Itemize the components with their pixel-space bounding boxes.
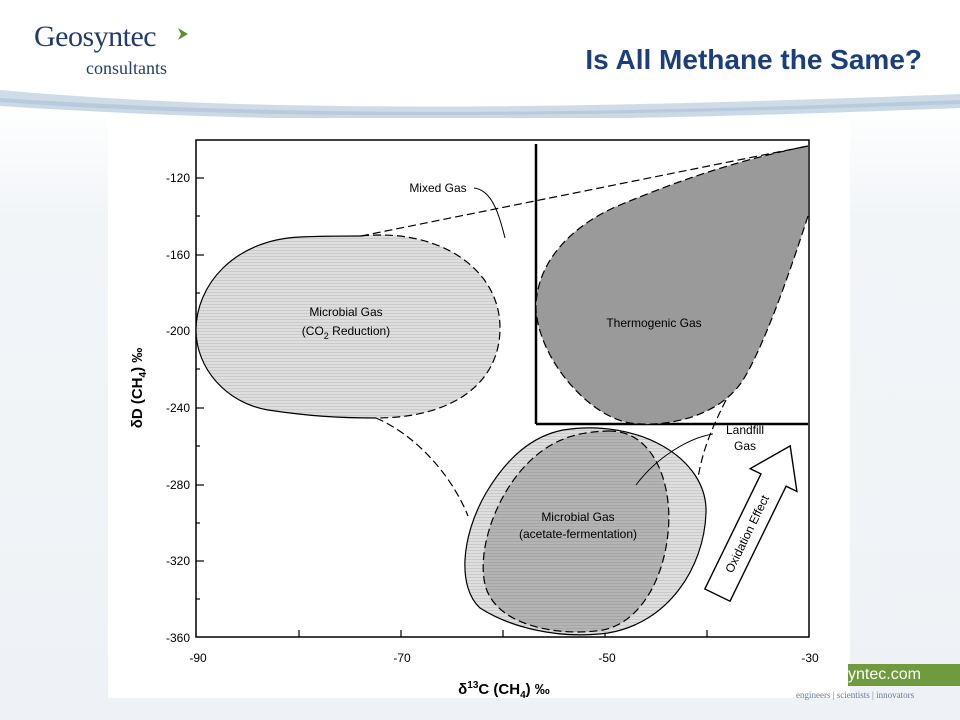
x-tick-label: -30 bbox=[801, 651, 819, 665]
thermogenic-gas-region bbox=[536, 146, 808, 425]
landfill-label-line2: Gas bbox=[734, 439, 756, 453]
mixed-gas-leader bbox=[473, 187, 506, 239]
thermogenic-gas-outline bbox=[535, 145, 809, 425]
microbial-co2-dashed-edge bbox=[360, 234, 501, 419]
y-tick-label: -120 bbox=[166, 171, 190, 185]
mixed-gas-upper-connector bbox=[360, 145, 809, 237]
footer-tagline: engineers | scientists | innovators bbox=[796, 690, 915, 700]
thermogenic-gas-label: Thermogenic Gas bbox=[606, 316, 701, 330]
logo-arrow-icon bbox=[178, 28, 188, 40]
y-tick-label: -160 bbox=[166, 248, 190, 262]
microbial-co2-label-line2: (CO2 Reduction) bbox=[302, 324, 390, 341]
y-tick-label: -320 bbox=[166, 554, 190, 568]
diagram-svg: -120 -160 -200 -240 -280 -320 -360 -90 -… bbox=[129, 139, 819, 701]
footer-url-text: yntec.com bbox=[848, 666, 921, 683]
mixed-gas-label: Mixed Gas bbox=[409, 181, 466, 195]
mixed-gas-lower-connector bbox=[375, 417, 469, 517]
y-tick-label: -240 bbox=[166, 401, 190, 415]
methane-isotope-diagram: -120 -160 -200 -240 -280 -320 -360 -90 -… bbox=[108, 118, 850, 701]
microbial-acetate-label-line1: Microbial Gas bbox=[541, 510, 614, 524]
y-tick-label: -280 bbox=[166, 478, 190, 492]
x-tick-label: -90 bbox=[189, 651, 207, 665]
company-logo: Geosyntec consultants bbox=[34, 20, 188, 78]
y-axis-ticks bbox=[196, 177, 204, 600]
y-tick-label: -200 bbox=[166, 324, 190, 338]
landfill-leader bbox=[635, 433, 714, 486]
logo-subtitle: consultants bbox=[86, 58, 167, 78]
footer-url: yntec.com bbox=[848, 664, 960, 686]
microbial-co2-label-line1: Microbial Gas bbox=[309, 305, 382, 319]
logo-name: Geosyntec bbox=[34, 20, 157, 53]
y-axis-title: δD (CH4) ‰ bbox=[129, 348, 149, 429]
microbial-co2-region bbox=[196, 234, 500, 418]
landfill-label-line1: Landfill bbox=[726, 423, 764, 437]
microbial-acetate-region bbox=[482, 430, 670, 633]
y-tick-label: -360 bbox=[166, 631, 190, 645]
x-tick-label: -70 bbox=[393, 651, 411, 665]
slide-title: Is All Methane the Same? bbox=[585, 44, 922, 75]
x-axis-title: δ13C (CH4) ‰ bbox=[458, 680, 550, 698]
mixed-gas-right-connector bbox=[697, 399, 727, 479]
microbial-co2-solid-edge bbox=[195, 235, 377, 419]
x-axis-ticks bbox=[298, 630, 708, 637]
oxidation-arrow: Oxidation Effect bbox=[703, 444, 798, 603]
microbial-acetate-label-line2: (acetate-fermentation) bbox=[519, 527, 637, 541]
header-swoosh bbox=[0, 90, 960, 120]
thermogenic-box bbox=[534, 144, 808, 426]
x-tick-label: -50 bbox=[598, 651, 616, 665]
